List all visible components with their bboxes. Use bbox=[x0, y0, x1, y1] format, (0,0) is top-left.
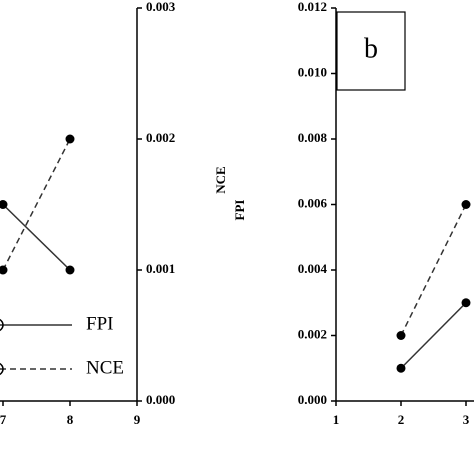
y-tick-label: 0.002 bbox=[298, 326, 327, 341]
point bbox=[396, 331, 406, 340]
x-tick-label: 3 bbox=[463, 412, 470, 427]
y-tick-label: 0.001 bbox=[146, 261, 175, 276]
y-tick-label: 0.008 bbox=[298, 130, 328, 145]
point bbox=[461, 298, 471, 308]
point bbox=[65, 134, 75, 144]
y-tick-label: 0.004 bbox=[298, 261, 328, 276]
x-tick-label: 8 bbox=[67, 412, 74, 427]
series-line bbox=[400, 204, 467, 336]
point bbox=[461, 200, 471, 209]
y-tick-label: 0.006 bbox=[298, 195, 328, 210]
series-line bbox=[400, 302, 467, 369]
x-tick-label: 9 bbox=[134, 412, 141, 427]
y-tick-label: 0.003 bbox=[146, 0, 176, 14]
legend-label: NCE bbox=[86, 357, 124, 378]
point bbox=[65, 265, 75, 275]
y-tick-label: 0.010 bbox=[298, 64, 327, 79]
point bbox=[0, 200, 8, 209]
y-axis-title: FPI bbox=[232, 200, 247, 221]
legend-label: FPI bbox=[86, 313, 113, 334]
y-tick-label: 0.002 bbox=[146, 130, 175, 145]
x-tick-label: 2 bbox=[398, 412, 405, 427]
y-tick-label: 0.012 bbox=[298, 0, 327, 14]
panel-label: b bbox=[364, 33, 378, 64]
series-line bbox=[2, 138, 71, 271]
y2-axis-title: NCE bbox=[213, 166, 228, 193]
x-tick-label: 1 bbox=[333, 412, 340, 427]
legend-marker bbox=[0, 318, 4, 332]
y-tick-label: 0.000 bbox=[298, 392, 327, 407]
point bbox=[0, 265, 8, 275]
legend-marker bbox=[0, 362, 4, 376]
y-tick-label: 0.000 bbox=[146, 392, 175, 407]
x-tick-label: 7 bbox=[0, 412, 7, 427]
point bbox=[396, 363, 406, 373]
series-line bbox=[2, 203, 71, 271]
panel-label-box bbox=[336, 11, 406, 91]
